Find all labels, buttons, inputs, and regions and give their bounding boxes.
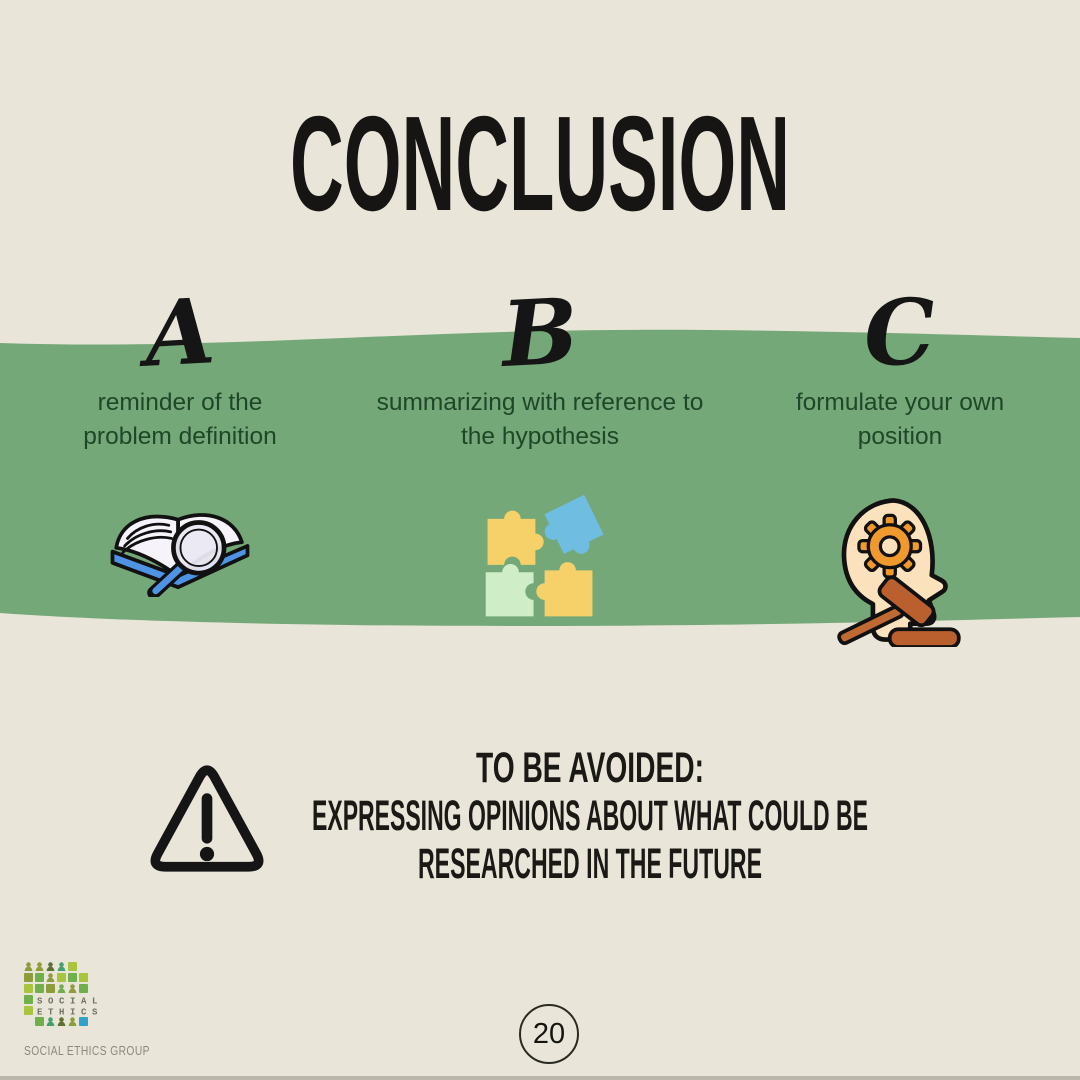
letter-c: C xyxy=(861,278,939,388)
warning-line-3: RESEARCHED IN THE FUTURE xyxy=(418,840,762,888)
logo-caption: SOCIAL ETHICS GROUP xyxy=(24,1044,150,1058)
warning-text-block: TO BE AVOIDED: EXPRESSING OPINIONS ABOUT… xyxy=(312,744,868,888)
title-block: CONCLUSION xyxy=(290,88,790,235)
warning-line-2: EXPRESSING OPINIONS ABOUT WHAT COULD BE xyxy=(312,792,868,840)
page-number-badge: 20 xyxy=(519,1004,579,1064)
column-b: B summarizing with reference to the hypo… xyxy=(360,278,720,652)
abc-columns: A reminder of the problem definition xyxy=(0,278,1080,652)
warning-triangle-icon xyxy=(150,765,264,872)
column-a: A reminder of the problem definition xyxy=(0,278,360,652)
page-number: 20 xyxy=(532,1017,566,1050)
warning-line-1: TO BE AVOIDED: xyxy=(476,744,704,792)
logo-word-social: SOCIAL xyxy=(37,997,103,1007)
page-title: CONCLUSION xyxy=(290,88,790,235)
green-band-shape xyxy=(0,329,1080,626)
column-a-description: reminder of the problem definition xyxy=(83,389,277,450)
head-gear-gavel-icon xyxy=(830,493,970,652)
open-book-magnifier-icon xyxy=(105,493,255,602)
puzzle-pieces-icon xyxy=(471,493,609,627)
letter-b: B xyxy=(499,278,581,388)
column-b-description: summarizing with reference to the hypoth… xyxy=(376,389,704,450)
column-c: C formulate your own position xyxy=(720,278,1080,652)
column-c-description: formulate your own position xyxy=(795,389,1005,450)
letter-a: A xyxy=(142,278,218,388)
social-ethics-logo: SOCIAL ETHICS xyxy=(24,962,103,1026)
bottom-edge-strip xyxy=(0,1076,1080,1080)
logo-word-ethics: ETHICS xyxy=(37,1008,103,1018)
